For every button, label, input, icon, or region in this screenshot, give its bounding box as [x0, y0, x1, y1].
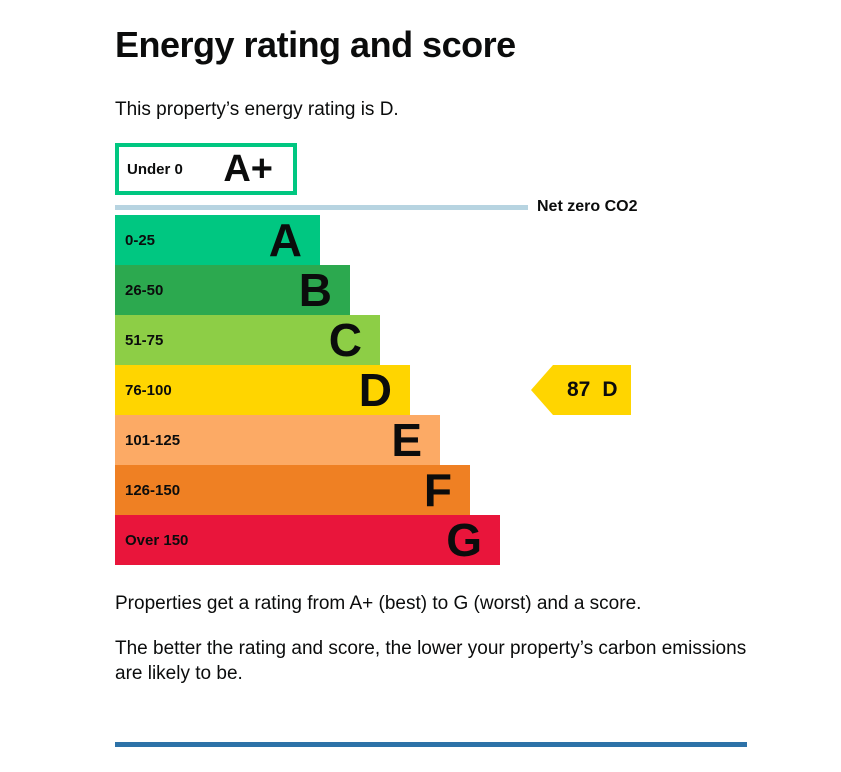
- band-range-label: 126-150: [125, 481, 181, 499]
- current-band: D: [602, 378, 618, 401]
- band-range-label: Over 150: [125, 531, 189, 549]
- band-letter: B: [298, 264, 332, 316]
- band-row-d: 76-100 D: [115, 365, 410, 415]
- section-divider: [115, 742, 747, 747]
- band-row-g: Over 150 G: [115, 515, 500, 565]
- band-letter: G: [446, 514, 482, 566]
- band-row-b: 26-50 B: [115, 265, 350, 315]
- band-letter: C: [328, 314, 362, 366]
- band-row-c: 51-75 C: [115, 315, 380, 365]
- band-range-label: Under 0: [127, 160, 183, 178]
- epc-rating-page: Energy rating and score This property’s …: [115, 24, 795, 747]
- band-range-label: 26-50: [125, 281, 164, 299]
- net-zero-line: [115, 204, 528, 210]
- page-title: Energy rating and score: [115, 24, 516, 65]
- net-zero-label: Net zero CO2: [537, 198, 638, 215]
- band-row-f: 126-150 F: [115, 465, 470, 515]
- band-range-label: 0-25: [125, 231, 156, 249]
- current-score: 87: [567, 378, 591, 401]
- band-row-a-plus: Under 0 A+: [115, 143, 297, 195]
- current-rating-pointer: 87 D: [531, 365, 631, 415]
- band-range-label: 101-125: [125, 431, 181, 449]
- band-letter: A+: [223, 148, 273, 190]
- footnote-carbon-emissions: The better the rating and score, the low…: [115, 638, 747, 684]
- band-letter: F: [423, 464, 452, 516]
- rating-bands: 0-25 A 26-50 B 51-75 C 76-100 D 101-125 E 126-150 F…: [115, 215, 795, 565]
- band-letter: D: [358, 364, 392, 416]
- net-zero-row: Net zero CO2: [115, 198, 795, 215]
- energy-rating-chart: Under 0 A+ Net zero CO2 0-25 A 26-50 B 51-75…: [115, 143, 795, 565]
- band-letter: E: [391, 414, 422, 466]
- band-range-label: 51-75: [125, 331, 164, 349]
- rating-summary: This property’s energy rating is D.: [115, 99, 399, 120]
- band-letter: A: [268, 214, 302, 266]
- footnote-rating-range: Properties get a rating from A+ (best) t…: [115, 593, 642, 614]
- band-row-a: 0-25 A: [115, 215, 320, 265]
- band-row-e: 101-125 E: [115, 415, 440, 465]
- band-range-label: 76-100: [125, 381, 172, 399]
